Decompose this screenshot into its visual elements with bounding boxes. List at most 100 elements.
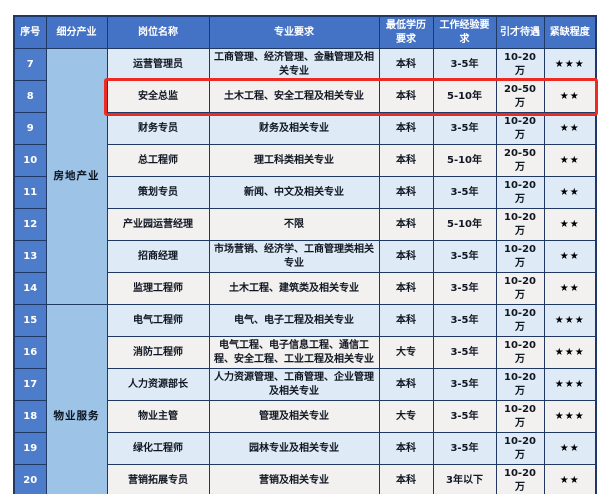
experience-cell: 3-5年 bbox=[432, 176, 497, 209]
job-requirements-table: 序号 细分产业 岗位名称 专业要求 最低学历要求 工作经验要求 引才待遇 紧缺程… bbox=[13, 15, 597, 494]
experience-cell: 5-10年 bbox=[432, 208, 497, 241]
scarcity-cell: ★★ bbox=[543, 240, 597, 273]
job-table-wrap: 序号 细分产业 岗位名称 专业要求 最低学历要求 工作经验要求 引才待遇 紧缺程… bbox=[13, 15, 598, 494]
header-major-requirement: 专业要求 bbox=[208, 15, 380, 49]
education-cell: 本科 bbox=[378, 240, 434, 273]
table-row: 20 营销拓展专员 营销及相关专业 本科 3年以下 10-20万 ★★ bbox=[13, 464, 597, 494]
salary-cell: 10-20万 bbox=[495, 112, 545, 145]
scarcity-cell: ★★★ bbox=[543, 368, 597, 401]
position-cell: 安全总监 bbox=[106, 80, 210, 113]
row-number-cell: 17 bbox=[13, 368, 47, 401]
experience-cell: 3-5年 bbox=[432, 368, 497, 401]
major-cell: 土木工程、建筑类及相关专业 bbox=[208, 272, 380, 305]
header-scarcity-level: 紧缺程度 bbox=[543, 15, 597, 49]
education-cell: 本科 bbox=[378, 464, 434, 494]
header-industry-segment: 细分产业 bbox=[45, 15, 108, 49]
major-cell: 工商管理、经济管理、金融管理及相关专业 bbox=[208, 48, 380, 81]
scarcity-cell: ★★ bbox=[543, 144, 597, 177]
salary-cell: 10-20万 bbox=[495, 304, 545, 337]
table-header: 序号 细分产业 岗位名称 专业要求 最低学历要求 工作经验要求 引才待遇 紧缺程… bbox=[13, 15, 597, 49]
salary-cell: 20-50万 bbox=[495, 144, 545, 177]
education-cell: 本科 bbox=[378, 368, 434, 401]
experience-cell: 3-5年 bbox=[432, 272, 497, 305]
major-cell: 营销及相关专业 bbox=[208, 464, 380, 494]
scarcity-cell: ★★★ bbox=[543, 336, 597, 369]
scarcity-cell: ★★★ bbox=[543, 48, 597, 81]
salary-cell: 10-20万 bbox=[495, 368, 545, 401]
scarcity-cell: ★★ bbox=[543, 112, 597, 145]
education-cell: 本科 bbox=[378, 112, 434, 145]
row-number-cell: 11 bbox=[13, 176, 47, 209]
table-row: 14 监理工程师 土木工程、建筑类及相关专业 本科 3-5年 10-20万 ★★ bbox=[13, 272, 597, 305]
table-row: 11 策划专员 新闻、中文及相关专业 本科 3-5年 10-20万 ★★ bbox=[13, 176, 597, 209]
education-cell: 本科 bbox=[378, 432, 434, 465]
position-cell: 物业主管 bbox=[106, 400, 210, 433]
major-cell: 电气工程、电子信息工程、通信工程、安全工程、工业工程及相关专业 bbox=[208, 336, 380, 369]
table-row: 19 绿化工程师 园林专业及相关专业 本科 3-5年 10-20万 ★★ bbox=[13, 432, 597, 465]
row-number-cell: 10 bbox=[13, 144, 47, 177]
major-cell: 园林专业及相关专业 bbox=[208, 432, 380, 465]
major-cell: 市场营销、经济学、工商管理类相关专业 bbox=[208, 240, 380, 273]
experience-cell: 5-10年 bbox=[432, 144, 497, 177]
table-row: 13 招商经理 市场营销、经济学、工商管理类相关专业 本科 3-5年 10-20万 ★★ bbox=[13, 240, 597, 273]
scarcity-cell: ★★ bbox=[543, 272, 597, 305]
education-cell: 本科 bbox=[378, 80, 434, 113]
position-cell: 绿化工程师 bbox=[106, 432, 210, 465]
salary-cell: 10-20万 bbox=[495, 208, 545, 241]
table-row: 12 产业园运营经理 不限 本科 5-10年 10-20万 ★★ bbox=[13, 208, 597, 241]
experience-cell: 3年以下 bbox=[432, 464, 497, 494]
row-number-cell: 14 bbox=[13, 272, 47, 305]
header-work-experience: 工作经验要求 bbox=[432, 15, 497, 49]
experience-cell: 3-5年 bbox=[432, 240, 497, 273]
experience-cell: 3-5年 bbox=[432, 112, 497, 145]
experience-cell: 3-5年 bbox=[432, 48, 497, 81]
major-cell: 土木工程、安全工程及相关专业 bbox=[208, 80, 380, 113]
scarcity-cell: ★★ bbox=[543, 80, 597, 113]
header-row: 序号 细分产业 岗位名称 专业要求 最低学历要求 工作经验要求 引才待遇 紧缺程… bbox=[13, 15, 597, 49]
position-cell: 财务专员 bbox=[106, 112, 210, 145]
education-cell: 本科 bbox=[378, 272, 434, 305]
experience-cell: 5-10年 bbox=[432, 80, 497, 113]
header-talent-salary: 引才待遇 bbox=[495, 15, 545, 49]
row-number-cell: 15 bbox=[13, 304, 47, 337]
table-row: 9 财务专员 财务及相关专业 本科 3-5年 10-20万 ★★ bbox=[13, 112, 597, 145]
table-row: 7 房地产业 运营管理员 工商管理、经济管理、金融管理及相关专业 本科 3-5年 10-20… bbox=[13, 48, 597, 305]
table-body: 7 房地产业 运营管理员 工商管理、经济管理、金融管理及相关专业 本科 3-5年 10-20… bbox=[13, 48, 597, 494]
industry-cell: 物业服务 bbox=[45, 304, 108, 494]
education-cell: 本科 bbox=[378, 304, 434, 337]
education-cell: 本科 bbox=[378, 208, 434, 241]
header-position-name: 岗位名称 bbox=[106, 15, 210, 49]
major-cell: 电气、电子工程及相关专业 bbox=[208, 304, 380, 337]
major-cell: 新闻、中文及相关专业 bbox=[208, 176, 380, 209]
position-cell: 运营管理员 bbox=[106, 48, 210, 81]
scarcity-cell: ★★ bbox=[543, 464, 597, 494]
salary-cell: 10-20万 bbox=[495, 336, 545, 369]
major-cell: 理工科类相关专业 bbox=[208, 144, 380, 177]
position-cell: 总工程师 bbox=[106, 144, 210, 177]
table-row: 18 物业主管 管理及相关专业 大专 3-5年 10-20万 ★★★ bbox=[13, 400, 597, 433]
salary-cell: 10-20万 bbox=[495, 464, 545, 494]
header-serial-number: 序号 bbox=[13, 15, 47, 49]
salary-cell: 20-50万 bbox=[495, 80, 545, 113]
row-number-cell: 8 bbox=[13, 80, 47, 113]
row-number-cell: 20 bbox=[13, 464, 47, 494]
row-number-cell: 16 bbox=[13, 336, 47, 369]
scarcity-cell: ★★ bbox=[543, 208, 597, 241]
row-number-cell: 9 bbox=[13, 112, 47, 145]
position-cell: 人力资源部长 bbox=[106, 368, 210, 401]
experience-cell: 3-5年 bbox=[432, 400, 497, 433]
major-cell: 财务及相关专业 bbox=[208, 112, 380, 145]
row-number-cell: 18 bbox=[13, 400, 47, 433]
scarcity-cell: ★★★ bbox=[543, 400, 597, 433]
major-cell: 不限 bbox=[208, 208, 380, 241]
education-cell: 大专 bbox=[378, 336, 434, 369]
salary-cell: 10-20万 bbox=[495, 240, 545, 273]
education-cell: 本科 bbox=[378, 144, 434, 177]
salary-cell: 10-20万 bbox=[495, 432, 545, 465]
table-row: 17 人力资源部长 人力资源管理、工商管理、企业管理及相关专业 本科 3-5年 10-20… bbox=[13, 368, 597, 401]
row-number-cell: 12 bbox=[13, 208, 47, 241]
row-number-cell: 13 bbox=[13, 240, 47, 273]
industry-cell: 房地产业 bbox=[45, 48, 108, 305]
table-row: 16 消防工程师 电气工程、电子信息工程、通信工程、安全工程、工业工程及相关专业 大专… bbox=[13, 336, 597, 369]
salary-cell: 10-20万 bbox=[495, 48, 545, 81]
